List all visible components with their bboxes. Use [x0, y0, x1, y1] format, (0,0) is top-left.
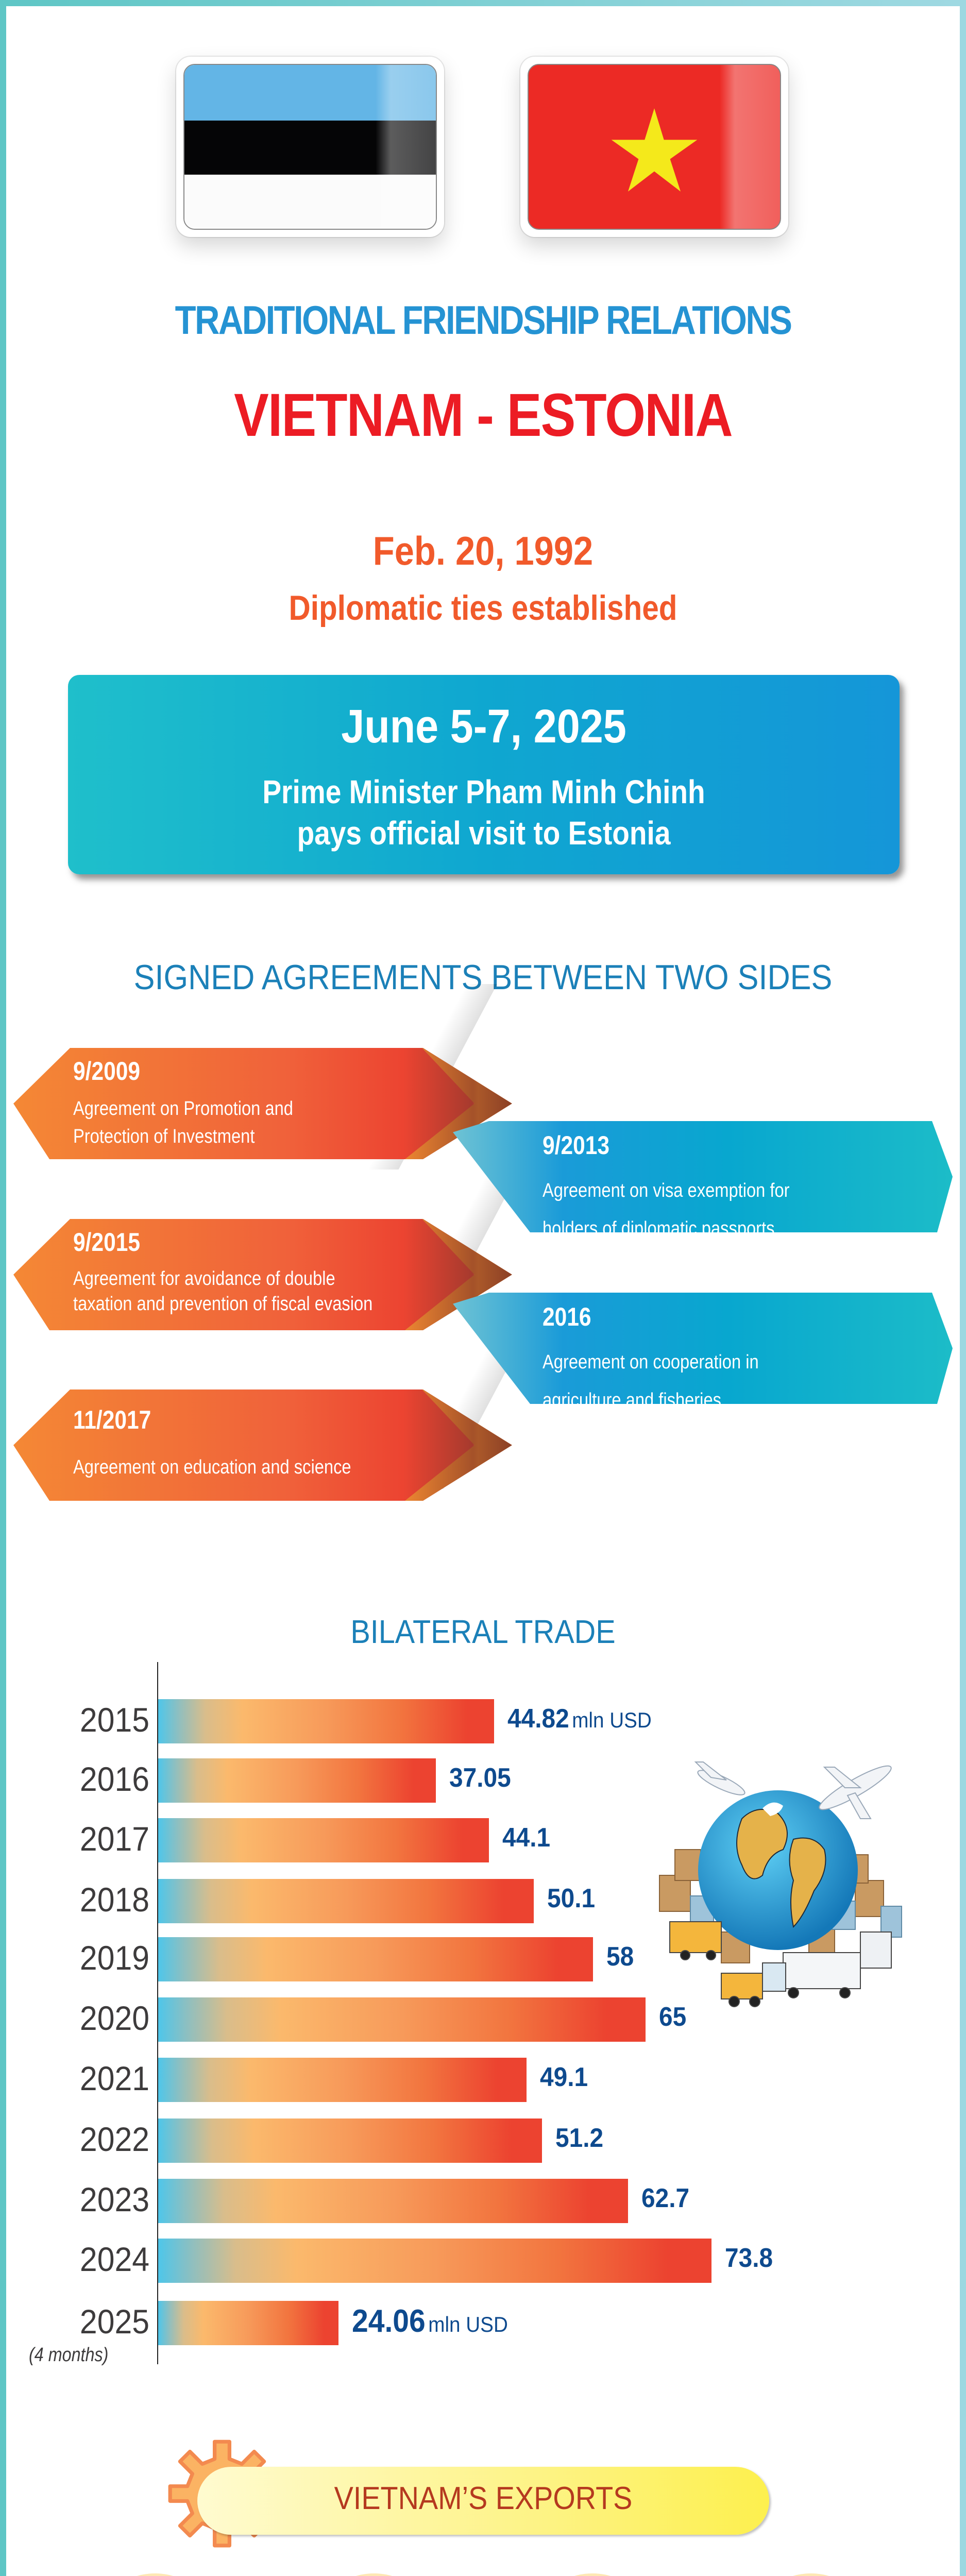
value-number: 44.82	[507, 1704, 569, 1734]
agreement-line: Agreement on education and science	[73, 1456, 351, 1478]
value-label: 50.1	[547, 1883, 595, 1914]
trade-bar	[158, 1818, 489, 1862]
partial-year-note: (4 months)	[29, 2344, 109, 2366]
agreement-card: 11/2017 Agreement on education and scien…	[13, 1389, 512, 1501]
value-label: 24.06 mln USD	[352, 2303, 508, 2340]
agreements-title: SIGNED AGREEMENTS BETWEEN TWO SIDES	[133, 958, 833, 997]
milestone-date: Feb. 20, 1992	[372, 528, 594, 573]
year-label: 2015	[79, 1701, 149, 1739]
exports-banner: VIETNAM’S EXPORTS	[197, 2467, 769, 2535]
agreement-card: 9/2015 Agreement for avoidance of double…	[13, 1219, 512, 1330]
coffee-beans-icon	[746, 2573, 876, 2576]
year-label: 2023	[79, 2180, 149, 2218]
unit-label: mln USD	[572, 1708, 652, 1732]
visit-banner: June 5-7, 2025 Prime Minister Pham Minh …	[68, 675, 900, 874]
agreement-description: Agreement on cooperation in agriculture …	[543, 1343, 759, 1412]
year-label: 2024	[79, 2240, 149, 2278]
agreement-line: Agreement on cooperation in	[543, 1351, 759, 1373]
year-label: 2020	[79, 1999, 149, 2037]
year-label: 2017	[79, 1820, 149, 1858]
agreement-description: Agreement on Promotion and Protection of…	[73, 1095, 293, 1151]
subtitle: TRADITIONAL FRIENDSHIP RELATIONS	[175, 297, 792, 343]
trade-title: BILATERAL TRADE	[350, 1613, 616, 1650]
year-label: 2025	[79, 2302, 149, 2341]
agreement-description: Agreement for avoidance of double taxati…	[73, 1266, 372, 1317]
watermelon-broccoli-icon	[309, 2573, 439, 2576]
value-label: 44.82 mln USD	[507, 1703, 652, 1734]
visit-line-1: Prime Minister Pham Minh Chinh	[262, 773, 705, 810]
agreement-description: Agreement on education and science	[73, 1454, 351, 1482]
year-label: 2019	[79, 1939, 149, 1977]
cashew-icon	[528, 2573, 657, 2576]
agreement-date: 11/2017	[73, 1405, 151, 1434]
trade-bar	[158, 1699, 494, 1743]
exports-title: VIETNAM’S EXPORTS	[334, 2481, 633, 2516]
value-label: 58	[606, 1941, 634, 1972]
star-icon	[611, 108, 698, 192]
agreement-line: Protection of Investment	[73, 1125, 255, 1147]
agreement-card: 2016 Agreement on cooperation in agricul…	[453, 1293, 953, 1404]
value-label: 62.7	[641, 2183, 689, 2214]
agreement-date: 2016	[543, 1302, 591, 1331]
unit-label: mln USD	[428, 2312, 508, 2336]
trade-bar	[158, 2058, 527, 2102]
agreement-date: 9/2015	[73, 1228, 140, 1257]
value-number: 49.1	[540, 2062, 588, 2092]
trade-bar	[158, 2301, 338, 2345]
trade-bar	[158, 2119, 542, 2163]
year-label: 2016	[79, 1760, 149, 1798]
value-number: 65	[659, 2002, 687, 2032]
vietnam-flag-icon	[520, 57, 788, 237]
value-number: 24.06	[352, 2303, 426, 2339]
estonia-flag-icon	[176, 57, 444, 237]
frame-left-border	[0, 0, 6, 2576]
agreement-line: Agreement for avoidance of double	[73, 1268, 335, 1290]
agreement-line: taxation and prevention of fiscal evasio…	[73, 1293, 373, 1315]
trade-bar	[158, 1997, 646, 2042]
visit-line-2: pays official visit to Estonia	[297, 815, 671, 852]
frame-right-border	[960, 0, 966, 2576]
value-number: 51.2	[555, 2123, 604, 2153]
chart-axis	[157, 1662, 158, 2364]
value-number: 44.1	[502, 1823, 551, 1853]
trade-bar	[158, 2239, 711, 2283]
globe-logistics-icon	[639, 1747, 907, 2014]
value-label: 37.05	[449, 1762, 511, 1793]
trade-bar	[158, 1937, 593, 1981]
value-label: 65	[659, 2002, 686, 2032]
agreement-line: Agreement on visa exemption for	[543, 1180, 790, 1201]
page-title: VIETNAM - ESTONIA	[234, 381, 733, 449]
agreement-line: agriculture and fisheries	[543, 1389, 721, 1412]
trade-bar	[158, 2179, 628, 2223]
agreement-line: Agreement on Promotion and	[73, 1098, 293, 1120]
agreement-card: 9/2013 Agreement on visa exemption for h…	[453, 1121, 953, 1232]
value-number: 62.7	[641, 2183, 690, 2213]
frame-top-border	[0, 0, 966, 6]
year-label: 2022	[79, 2120, 149, 2158]
value-number: 50.1	[547, 1884, 596, 1913]
trade-bar	[158, 1879, 534, 1923]
agreement-card: 9/2009 Agreement on Promotion and Protec…	[13, 1048, 512, 1159]
year-label: 2018	[79, 1880, 149, 1919]
value-label: 73.8	[725, 2243, 773, 2274]
year-label: 2021	[79, 2059, 149, 2097]
agreement-description: Agreement on visa exemption for holders …	[543, 1172, 790, 1240]
value-label: 44.1	[502, 1822, 550, 1853]
agreement-date: 9/2013	[543, 1131, 609, 1160]
milestone-caption: Diplomatic ties established	[289, 588, 677, 628]
value-number: 37.05	[449, 1763, 511, 1793]
value-number: 58	[606, 1942, 634, 1972]
value-label: 49.1	[540, 2062, 588, 2093]
fish-icon	[90, 2573, 220, 2576]
agreement-date: 9/2009	[73, 1057, 140, 1086]
value-number: 73.8	[725, 2243, 773, 2273]
value-label: 51.2	[555, 2123, 603, 2154]
trade-bar	[158, 1758, 436, 1803]
agreement-line: holders of diplomatic passports	[543, 1218, 775, 1240]
visit-date: June 5-7, 2025	[341, 700, 626, 753]
